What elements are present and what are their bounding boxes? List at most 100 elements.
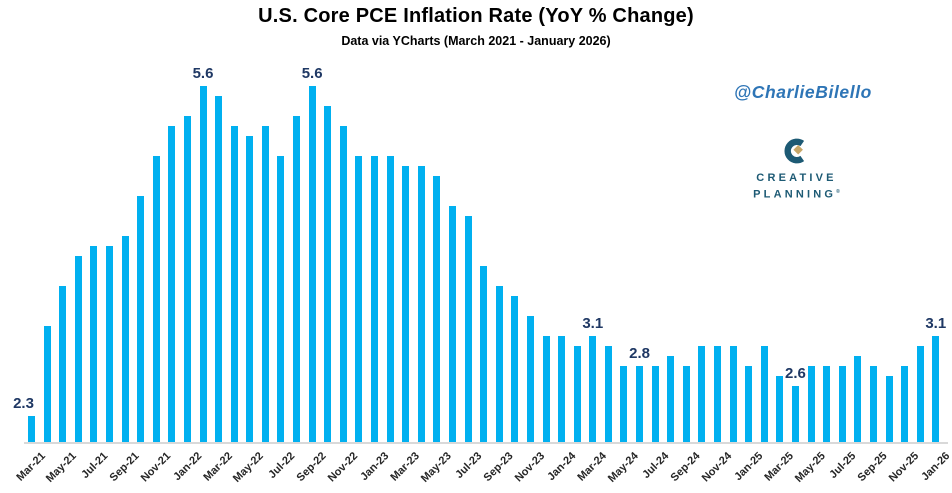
bar-Feb-23 xyxy=(386,156,394,442)
bar-Jun-24 xyxy=(636,366,644,442)
bar-Nov-24 xyxy=(714,346,721,442)
x-tick-label-Jul-23: Jul-23 xyxy=(453,450,485,481)
bar-Feb-24 xyxy=(573,346,581,442)
x-tick-label-Mar-23: Mar-23 xyxy=(388,450,423,484)
x-tick-label-Jan-23: Jan-23 xyxy=(357,450,392,484)
bar-Sep-25 xyxy=(869,366,877,442)
x-tick-label-Jan-26: Jan-26 xyxy=(919,450,952,484)
x-tick-label-Jul-25: Jul-25 xyxy=(827,450,859,481)
x-tick-label-Jan-22: Jan-22 xyxy=(170,450,204,484)
bar-Apr-23 xyxy=(417,166,425,442)
attribution-handle: @CharlieBilello xyxy=(734,82,872,102)
value-label-Jan-26: 3.1 xyxy=(925,315,947,332)
bar-Mar-23 xyxy=(402,166,410,442)
x-axis-line xyxy=(24,442,948,444)
x-tick-label-May-25: May-25 xyxy=(792,450,828,485)
bar-Apr-21 xyxy=(43,326,51,442)
bar-Sep-22 xyxy=(308,86,316,442)
bar-Aug-23 xyxy=(480,266,488,442)
bar-Jan-22 xyxy=(183,116,191,442)
x-tick-label-May-24: May-24 xyxy=(605,450,641,485)
bar-Jan-26 xyxy=(932,336,940,442)
x-tick-label-Sep-22: Sep-22 xyxy=(294,450,329,484)
bar-Jul-25 xyxy=(838,366,846,442)
x-tick-label-Jul-24: Jul-24 xyxy=(640,450,672,481)
bar-Apr-24 xyxy=(604,346,612,442)
bar-Aug-22 xyxy=(293,116,301,442)
bar-Oct-23 xyxy=(511,296,519,442)
bar-Aug-25 xyxy=(854,356,862,442)
x-tick-label-May-22: May-22 xyxy=(231,450,267,485)
x-tick-label-Mar-25: Mar-25 xyxy=(762,450,797,484)
bar-Nov-23 xyxy=(526,316,534,442)
chart-subtitle: Data via YCharts (March 2021 - January 2… xyxy=(341,34,611,48)
value-label-Mar-21: 2.3 xyxy=(13,395,34,412)
bar-Sep-21 xyxy=(121,236,129,442)
x-tick-label-Sep-24: Sep-24 xyxy=(668,450,703,484)
bar-Nov-22 xyxy=(339,126,347,442)
bar-May-22 xyxy=(246,136,254,442)
x-tick-label-Sep-23: Sep-23 xyxy=(481,450,516,484)
value-label-Apr-25: 2.6 xyxy=(785,365,806,382)
registered-mark: ® xyxy=(836,189,840,195)
bar-Oct-22 xyxy=(324,106,332,442)
bar-Jan-24 xyxy=(558,336,566,442)
bar-Nov-21 xyxy=(152,156,160,442)
value-label-Mar-24: 3.1 xyxy=(582,315,604,332)
bar-Feb-25 xyxy=(760,346,768,442)
bar-May-21 xyxy=(59,286,67,442)
bar-Oct-25 xyxy=(885,376,893,442)
bar-May-25 xyxy=(807,366,815,442)
bar-Sep-23 xyxy=(495,286,503,442)
x-tick-label-Nov-25: Nov-25 xyxy=(886,450,922,485)
bar-Jul-23 xyxy=(464,216,472,442)
x-tick-label-Mar-22: Mar-22 xyxy=(201,450,236,484)
bar-Jan-23 xyxy=(371,156,378,442)
logo-text-planning: PLANNING® xyxy=(753,188,840,201)
x-tick-label-Nov-23: Nov-23 xyxy=(512,450,547,485)
chart-title: U.S. Core PCE Inflation Rate (YoY % Chan… xyxy=(258,5,694,27)
x-tick-label-Jan-25: Jan-25 xyxy=(732,450,766,484)
bar-Apr-22 xyxy=(230,126,238,442)
x-tick-label-Mar-24: Mar-24 xyxy=(575,450,610,484)
x-tick-label-Nov-22: Nov-22 xyxy=(325,450,360,485)
bar-Mar-24 xyxy=(589,336,597,442)
bar-Feb-22 xyxy=(199,86,207,442)
x-tick-label-Sep-25: Sep-25 xyxy=(855,450,890,484)
logo-c-icon xyxy=(781,138,809,170)
bar-Mar-22 xyxy=(215,96,223,442)
bar-Jun-22 xyxy=(261,126,269,442)
bar-Sep-24 xyxy=(682,366,690,442)
x-tick-label-Sep-21: Sep-21 xyxy=(107,450,142,484)
x-tick-label-Nov-24: Nov-24 xyxy=(699,450,735,485)
creative-planning-logo: CREATIVE PLANNING® xyxy=(745,136,845,202)
bar-Mar-21 xyxy=(28,416,35,442)
bar-Mar-25 xyxy=(776,376,784,442)
x-tick-label-May-23: May-23 xyxy=(418,450,454,485)
x-tick-label-Jul-22: Jul-22 xyxy=(266,450,298,481)
bar-Dec-25 xyxy=(916,346,924,442)
x-tick-label-Jul-21: Jul-21 xyxy=(79,450,111,481)
value-label-Sep-22: 5.6 xyxy=(301,65,323,82)
bar-Jul-22 xyxy=(277,156,285,442)
x-tick-label-Jan-24: Jan-24 xyxy=(544,450,579,484)
bar-Dec-21 xyxy=(168,126,176,442)
bar-Jan-25 xyxy=(745,366,753,442)
bar-Jun-23 xyxy=(448,206,456,442)
bar-Dec-22 xyxy=(355,156,363,442)
bar-Dec-23 xyxy=(542,336,550,442)
value-label-Jun-24: 2.8 xyxy=(629,345,650,362)
bar-Aug-24 xyxy=(667,356,675,442)
bar-Nov-25 xyxy=(901,366,909,442)
bar-Jun-21 xyxy=(74,256,82,442)
bar-Oct-24 xyxy=(698,346,706,442)
bar-Jul-21 xyxy=(90,246,98,442)
bar-Dec-24 xyxy=(729,346,737,442)
logo-text-creative: CREATIVE xyxy=(756,172,837,184)
bar-Apr-25 xyxy=(791,386,799,442)
bar-May-23 xyxy=(433,176,441,442)
bar-Jun-25 xyxy=(823,366,831,442)
bar-Aug-21 xyxy=(105,246,113,442)
x-tick-label-May-21: May-21 xyxy=(44,450,80,485)
